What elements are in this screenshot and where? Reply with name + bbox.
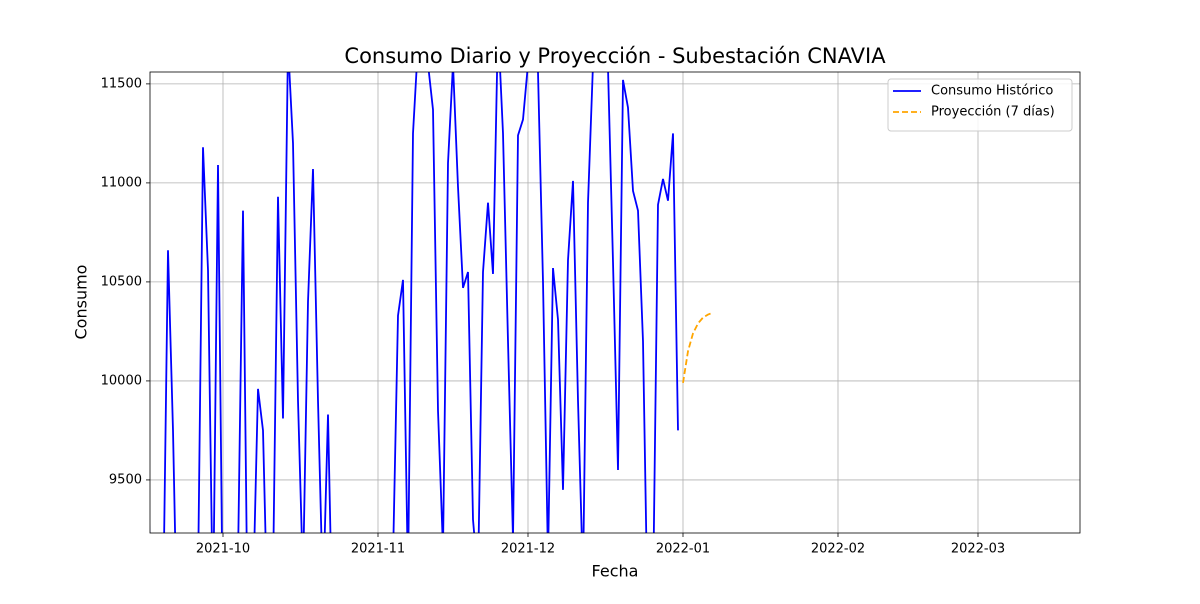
series-line — [150, 72, 679, 533]
chart-title: Consumo Diario y Proyección - Subestació… — [344, 44, 886, 68]
plot-frame — [149, 71, 1081, 534]
y-tick-label: 10000 — [101, 373, 142, 388]
legend-label: Consumo Histórico — [931, 84, 1053, 99]
x-tick-label: 2022-03 — [951, 542, 1005, 557]
x-tick-label: 2021-12 — [501, 542, 555, 557]
y-tick-label: 11500 — [101, 76, 142, 91]
plot-area — [150, 72, 714, 533]
x-axis-label: Fecha — [592, 562, 639, 581]
x-tick-label: 2022-02 — [811, 542, 865, 557]
legend-label: Proyección (7 días) — [931, 105, 1055, 120]
y-tick-label: 10500 — [101, 274, 142, 289]
series-line — [682, 311, 714, 384]
legend-box — [887, 78, 1073, 132]
y-tick-label: 11000 — [101, 175, 142, 190]
x-tick-label: 2022-01 — [656, 542, 710, 557]
y-tick-label: 9500 — [109, 472, 142, 487]
x-tick-label: 2021-10 — [196, 542, 250, 557]
y-axis-label: Consumo — [72, 265, 91, 340]
x-tick-label: 2021-11 — [351, 542, 405, 557]
